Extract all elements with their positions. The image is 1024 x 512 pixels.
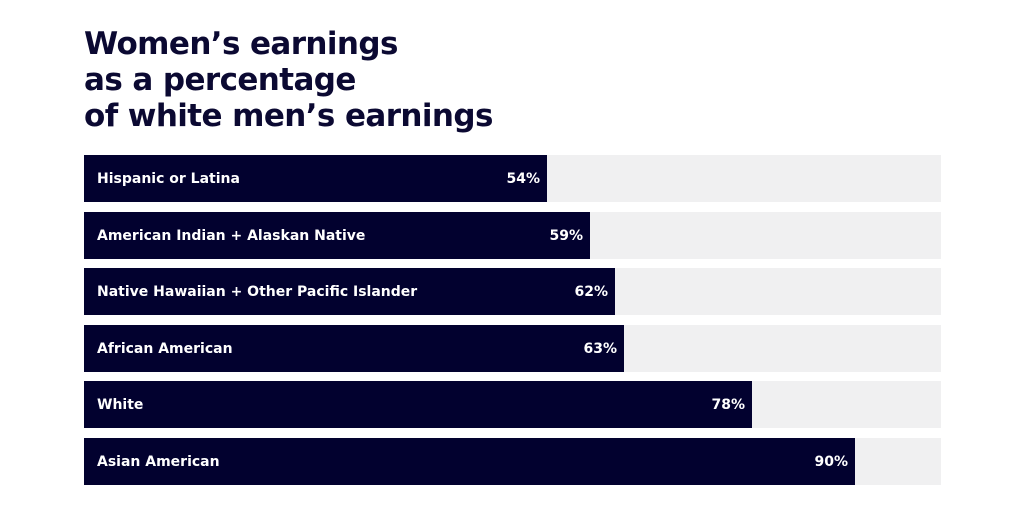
chart-title-line-2: as a percentage xyxy=(84,62,356,98)
value-label: 59% xyxy=(549,228,583,244)
value-label: 62% xyxy=(574,284,608,300)
category-label: African American xyxy=(97,341,233,357)
bar-track-native-hawaiian-other-pacific-islander: Native Hawaiian + Other Pacific Islander… xyxy=(84,268,941,315)
bar-track-american-indian-alaskan-native: American Indian + Alaskan Native 59% xyxy=(84,212,941,259)
bar-track-hispanic-or-latina: Hispanic or Latina 54% xyxy=(84,155,941,202)
chart-title: Women’s earnings as a percentage of whit… xyxy=(84,26,684,134)
value-label: 63% xyxy=(583,341,617,357)
value-label: 90% xyxy=(814,454,848,470)
category-label: Asian American xyxy=(97,454,220,470)
category-label: White xyxy=(97,397,144,413)
bar-hispanic-or-latina xyxy=(84,155,547,202)
bar-white xyxy=(84,381,752,428)
chart-title-line-1: Women’s earnings xyxy=(84,26,398,62)
bar-track-white: White 78% xyxy=(84,381,941,428)
bar-native-hawaiian-other-pacific-islander xyxy=(84,268,615,315)
bar-track-asian-american: Asian American 90% xyxy=(84,438,941,485)
bar-american-indian-alaskan-native xyxy=(84,212,590,259)
category-label: Native Hawaiian + Other Pacific Islander xyxy=(97,284,418,300)
value-label: 54% xyxy=(506,171,540,187)
value-label: 78% xyxy=(711,397,745,413)
category-label: Hispanic or Latina xyxy=(97,171,240,187)
bar-track-african-american: African American 63% xyxy=(84,325,941,372)
chart-title-line-3: of white men’s earnings xyxy=(84,98,493,134)
category-label: American Indian + Alaskan Native xyxy=(97,228,366,244)
bar-asian-american xyxy=(84,438,855,485)
bar-chart: Hispanic or Latina 54% American Indian + A… xyxy=(84,155,941,485)
bar-african-american xyxy=(84,325,624,372)
